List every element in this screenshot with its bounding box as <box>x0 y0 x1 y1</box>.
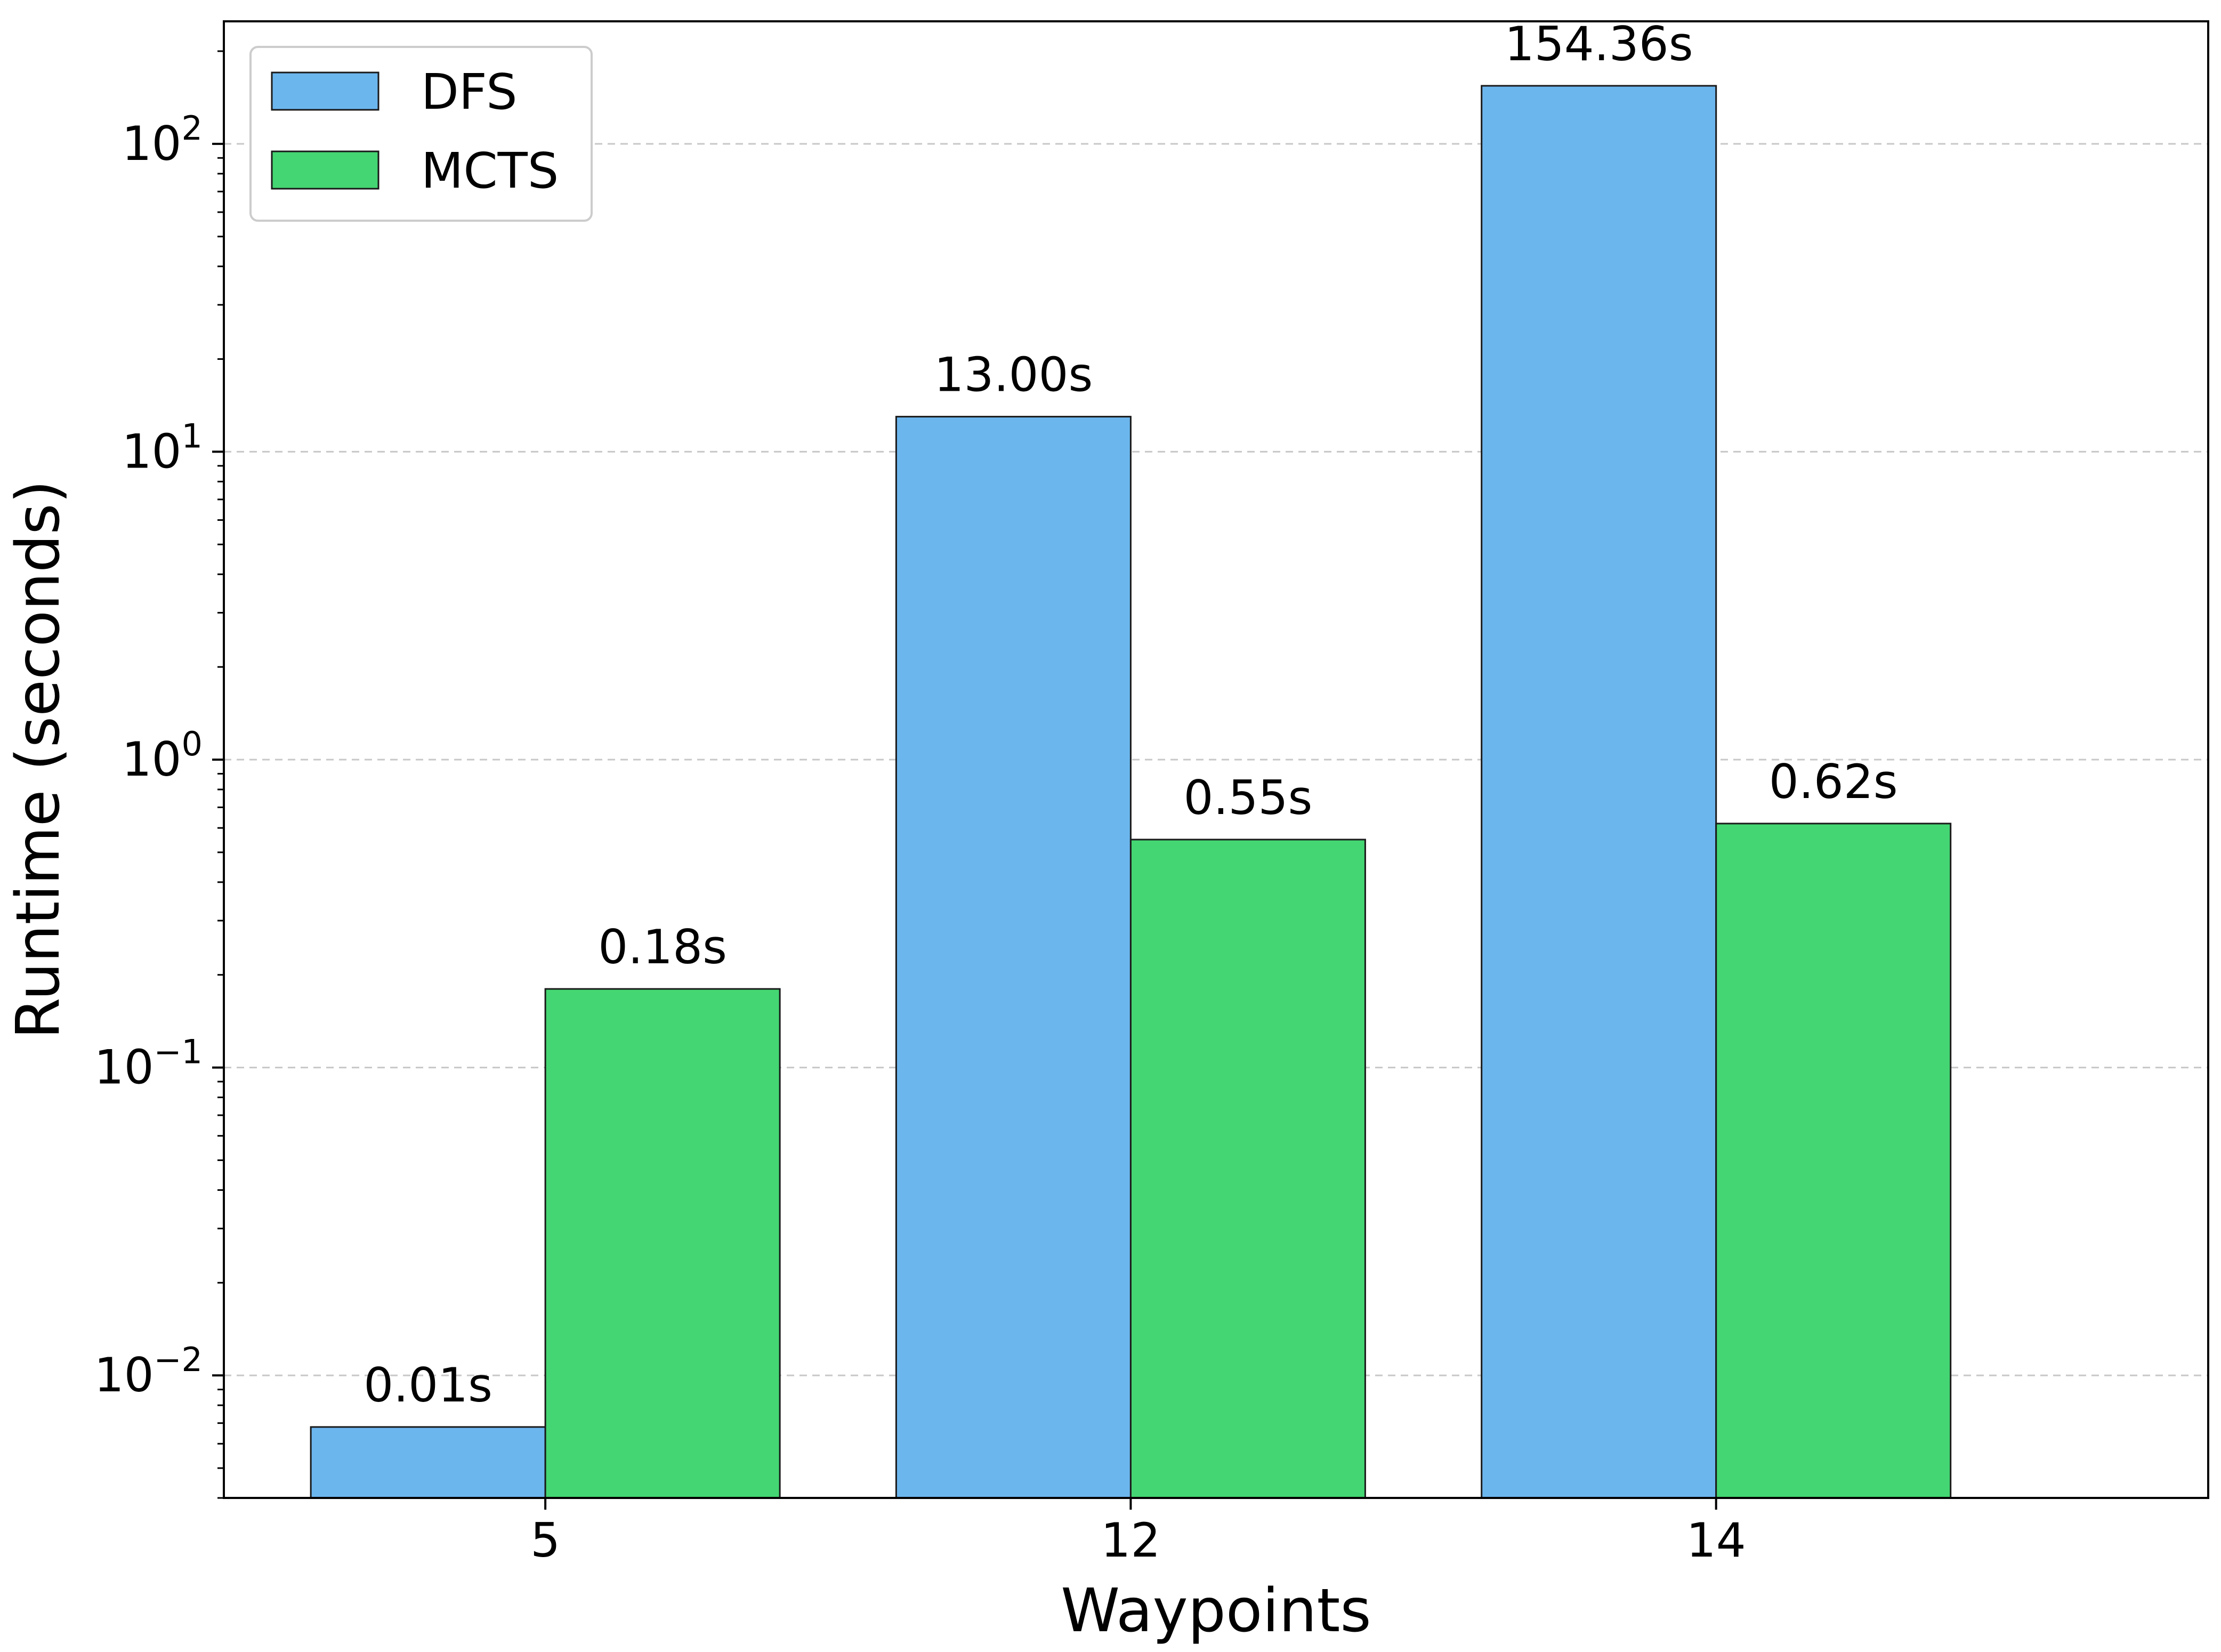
data-label-dfs-12: 13.00s <box>934 348 1093 402</box>
legend-label-mcts: MCTS <box>421 142 559 199</box>
x-tick-label: 12 <box>1101 1513 1160 1568</box>
y-tick-label: 10−1 <box>94 1033 203 1095</box>
legend: DFS MCTS <box>249 46 593 222</box>
y-tick-label: 100 <box>122 724 203 787</box>
bar-dfs-5 <box>310 1426 546 1499</box>
x-tick-label: 14 <box>1686 1513 1746 1568</box>
data-label-mcts-14: 0.62s <box>1769 754 1898 809</box>
bar-mcts-12 <box>1129 839 1366 1499</box>
data-label-dfs-14: 154.36s <box>1505 17 1693 71</box>
bar-mcts-14 <box>1715 823 1952 1499</box>
axis-ticks: 10−2 10−1 100 101 102 5 12 14 <box>94 50 1746 1568</box>
y-axis-label: Runtime (seconds) <box>4 480 73 1039</box>
data-label-mcts-5: 0.18s <box>598 920 727 974</box>
x-tick-label: 5 <box>530 1513 560 1568</box>
bar-dfs-14 <box>1481 85 1717 1499</box>
bar-dfs-12 <box>895 416 1132 1499</box>
x-axis-label: Waypoints <box>1061 1576 1371 1646</box>
legend-swatch-mcts <box>271 150 379 190</box>
data-label-mcts-12: 0.55s <box>1184 770 1313 825</box>
data-label-dfs-5: 0.01s <box>364 1358 492 1413</box>
bars <box>310 85 1952 1499</box>
legend-label-dfs: DFS <box>421 63 518 120</box>
y-tick-label: 102 <box>122 109 203 171</box>
y-tick-label: 101 <box>122 416 203 479</box>
legend-swatch-dfs <box>271 71 379 111</box>
data-labels: 0.01s 13.00s 154.36s 0.18s 0.55s 0.62s <box>364 17 1897 1413</box>
bar-mcts-5 <box>544 988 781 1499</box>
y-tick-label: 10−2 <box>94 1340 203 1403</box>
